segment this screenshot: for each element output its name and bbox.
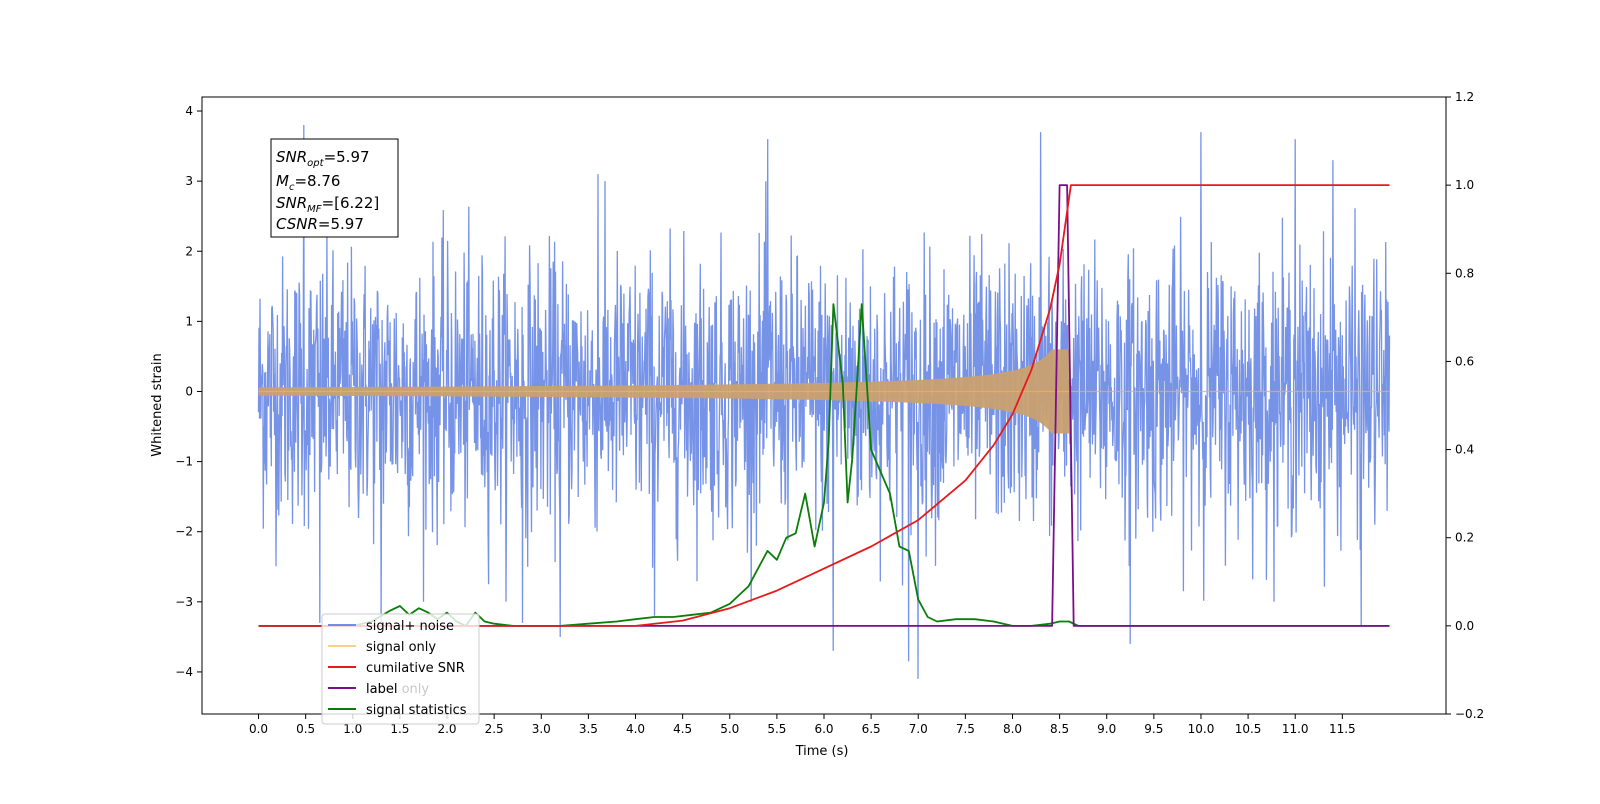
x-tick-label: 9.0 bbox=[1097, 722, 1116, 736]
x-tick-label: 9.5 bbox=[1144, 722, 1163, 736]
x-tick-label: 2.0 bbox=[437, 722, 456, 736]
y-tick-label: 2 bbox=[185, 244, 193, 258]
x-tick-label: 7.5 bbox=[956, 722, 975, 736]
y2-tick-label: 0.4 bbox=[1455, 443, 1474, 457]
x-tick-label: 4.5 bbox=[673, 722, 692, 736]
stats-box bbox=[270, 138, 399, 238]
x-tick-label: 11.5 bbox=[1329, 722, 1356, 736]
legend: signal+ noise signal only cumilative SNR… bbox=[321, 613, 480, 725]
x-tick-label: 0.0 bbox=[249, 722, 268, 736]
y-tick-label: 0 bbox=[185, 384, 193, 398]
legend-label-signal-noise: signal+ noise bbox=[366, 619, 454, 634]
y-tick-label: 3 bbox=[185, 174, 193, 188]
series-cumulative-snr bbox=[258, 184, 1390, 627]
legend-label-signal-statistics: signal statistics bbox=[366, 703, 467, 718]
x-tick-label: 1.0 bbox=[343, 722, 362, 736]
x-tick-label: 1.5 bbox=[390, 722, 409, 736]
y2-tick-label: 0.6 bbox=[1455, 354, 1474, 368]
y-tick-label: 1 bbox=[185, 314, 193, 328]
legend-label-cumulative-snr: cumilative SNR bbox=[366, 661, 465, 676]
stats-annotation: SNRopt=5.97 Mc=8.76 SNRMF=[6.22] CSNR=5.… bbox=[270, 138, 399, 238]
y-tick-label: −3 bbox=[175, 595, 193, 609]
x-tick-label: 6.5 bbox=[862, 722, 881, 736]
y-tick-label: 4 bbox=[185, 104, 193, 118]
stat-snr-mf: SNRMF=[6.22] bbox=[276, 194, 379, 215]
x-tick-label: 7.0 bbox=[909, 722, 928, 736]
x-tick-label: 10.5 bbox=[1235, 722, 1262, 736]
x-tick-label: 0.5 bbox=[296, 722, 315, 736]
x-tick-label: 10.0 bbox=[1188, 722, 1215, 736]
x-tick-label: 8.5 bbox=[1050, 722, 1069, 736]
stat-snr-opt: SNRopt=5.97 bbox=[276, 148, 370, 169]
legend-label-signal-only: signal only bbox=[366, 640, 436, 655]
y-tick-label: −4 bbox=[175, 665, 193, 679]
x-tick-label: 4.0 bbox=[626, 722, 645, 736]
y2-tick-label: 1.0 bbox=[1455, 178, 1474, 192]
legend-label-label: label bbox=[366, 682, 397, 697]
x-tick-label: 5.5 bbox=[767, 722, 786, 736]
y-tick-label: −2 bbox=[175, 525, 193, 539]
x-tick-label: 3.0 bbox=[532, 722, 551, 736]
x-tick-label: 6.0 bbox=[814, 722, 833, 736]
stat-mc: Mc=8.76 bbox=[276, 172, 340, 193]
y-tick-label: −1 bbox=[175, 455, 193, 469]
y2-tick-label: 0.8 bbox=[1455, 266, 1474, 280]
y-axis-label: Whitened strain bbox=[150, 353, 165, 456]
x-axis-label: Time (s) bbox=[795, 744, 849, 759]
x-tick-label: 11.0 bbox=[1282, 722, 1309, 736]
y2-tick-label: 1.2 bbox=[1455, 90, 1474, 104]
x-tick-label: 3.5 bbox=[579, 722, 598, 736]
y2-tick-label: 0.0 bbox=[1455, 619, 1474, 633]
x-tick-label: 8.0 bbox=[1003, 722, 1022, 736]
stat-csnr: CSNR=5.97 bbox=[276, 215, 364, 233]
y2-tick-label: 0.2 bbox=[1455, 531, 1474, 545]
series-label bbox=[258, 184, 1390, 627]
x-tick-label: 5.0 bbox=[720, 722, 739, 736]
legend-frame bbox=[321, 613, 480, 725]
y2-tick-label: −0.2 bbox=[1455, 707, 1484, 721]
x-tick-label: 2.5 bbox=[485, 722, 504, 736]
legend-label-label-only-ghost: label only bbox=[366, 682, 429, 697]
